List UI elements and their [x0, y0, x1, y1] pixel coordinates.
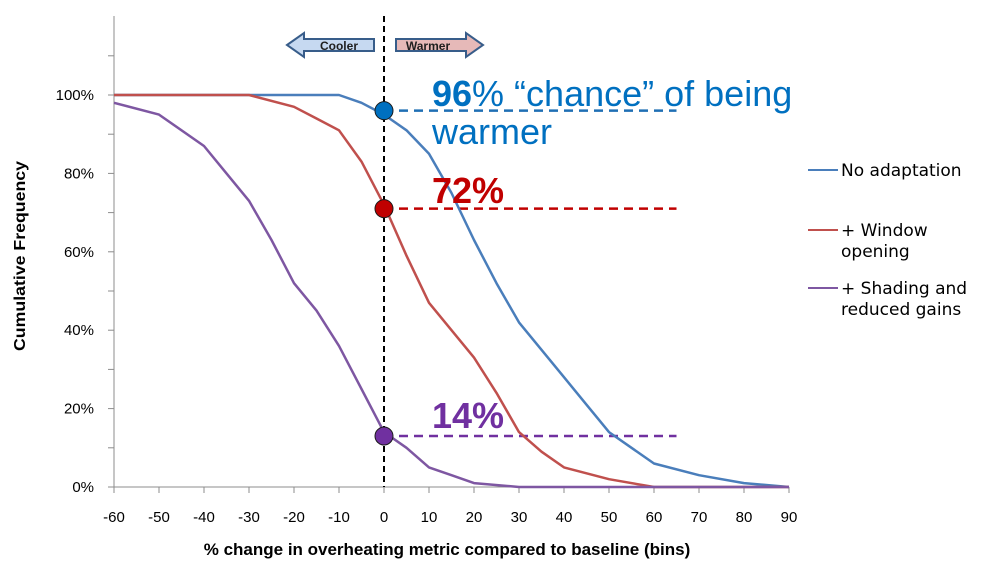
x-tick-label: 60 — [646, 509, 663, 526]
marker-0 — [374, 101, 394, 121]
y-tick-label: 40% — [64, 322, 94, 339]
x-tick-label: 30 — [511, 509, 528, 526]
x-tick-label: -50 — [148, 509, 170, 526]
legend-label-no-adaptation: No adaptation — [841, 161, 962, 181]
legend-label-shading-line1: + Shading and — [841, 279, 967, 299]
warmer-label: Warmer — [406, 39, 451, 53]
x-axis-title: % change in overheating metric compared … — [204, 540, 691, 559]
legend-label-window-opening-line1: + Window — [841, 221, 928, 241]
x-tick-label: 10 — [421, 509, 438, 526]
legend-label-shading-line2: reduced gains — [841, 300, 961, 320]
x-tick-label: 0 — [380, 509, 388, 526]
x-tick-label: 80 — [736, 509, 753, 526]
marker-2 — [374, 426, 394, 446]
x-tick-label: 70 — [691, 509, 708, 526]
cooler-arrow-shape — [285, 31, 375, 59]
y-tick-label: 20% — [64, 401, 94, 418]
axes: 0% 20% 40% 60% 80% 100% -60 -50 -40 -30 -20 -10 0 10… — [56, 16, 797, 526]
y-ticks: 0% 20% 40% 60% 80% 100% — [56, 55, 114, 496]
x-tick-label: 90 — [781, 509, 798, 526]
x-tick-label: -40 — [193, 509, 215, 526]
annotation-96-line2: warmer — [431, 111, 552, 152]
x-tick-label: 50 — [601, 509, 618, 526]
x-tick-label: 40 — [556, 509, 573, 526]
x-tick-label: -60 — [103, 509, 125, 526]
x-tick-label: -30 — [238, 509, 260, 526]
annotation-96-line1: 96% “chance” of being — [432, 73, 792, 114]
x-tick-label: 20 — [466, 509, 483, 526]
cooler-label: Cooler — [320, 39, 358, 53]
series-line-0 — [114, 93, 790, 489]
annotation-96-value: 96 — [432, 73, 472, 114]
x-tick-label: -20 — [283, 509, 305, 526]
warmer-arrow-shape — [395, 31, 485, 59]
annotation-14: 14% — [432, 395, 504, 436]
legend-label-window-opening-line2: opening — [841, 242, 910, 262]
series-lines — [113, 93, 790, 489]
series-line-1 — [114, 93, 789, 489]
legend: No adaptation + Window opening + Shading… — [808, 161, 973, 320]
x-tick-label: -10 — [328, 509, 350, 526]
warmer-arrow: Warmer — [395, 31, 485, 59]
markers — [374, 101, 394, 446]
y-tick-label: 80% — [64, 165, 94, 182]
x-ticks: -60 -50 -40 -30 -20 -10 0 10 20 30 40 50 60 70 80 90 — [103, 487, 797, 526]
series-line-2 — [113, 101, 789, 489]
y-tick-label: 60% — [64, 244, 94, 261]
annotation-72: 72% — [432, 170, 504, 211]
legend-label-shading: + Shading and reduced gains — [841, 279, 973, 320]
marker-1 — [374, 199, 394, 219]
y-tick-label: 100% — [56, 87, 94, 104]
legend-label-window-opening: + Window opening — [841, 221, 933, 262]
reference-lines — [384, 109, 677, 438]
cooler-arrow: Cooler — [285, 31, 375, 59]
annotation-96-text: % “chance” of being — [472, 73, 792, 114]
y-tick-label: 0% — [72, 479, 94, 496]
y-axis-title: Cumulative Frequency — [12, 161, 29, 351]
